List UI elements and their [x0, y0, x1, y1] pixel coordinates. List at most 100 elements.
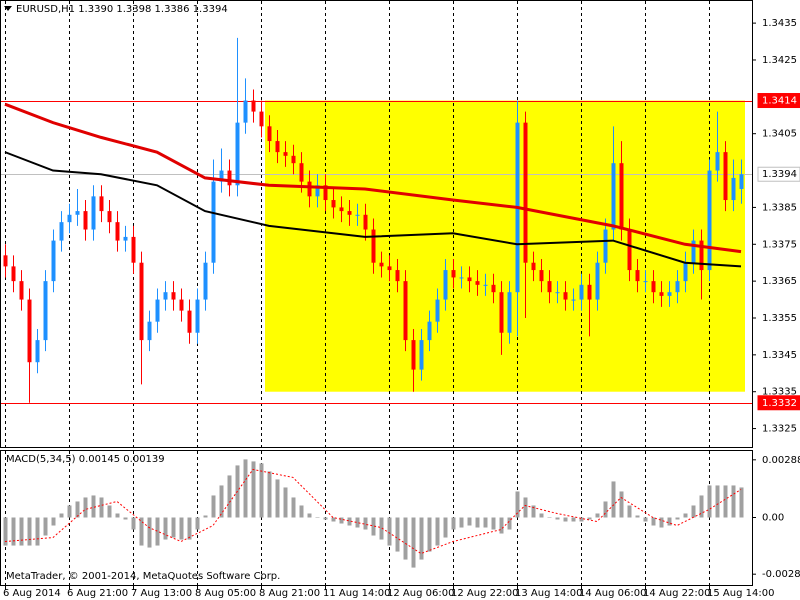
x-tick-label: 11 Aug 14:00	[323, 588, 390, 599]
candle-body	[443, 270, 448, 300]
candle-body	[123, 236, 128, 241]
candle-body	[635, 270, 640, 282]
candle-body	[491, 284, 496, 293]
macd-bar	[411, 517, 416, 568]
macd-bar	[323, 517, 328, 520]
macd-bar	[579, 517, 584, 522]
candle-body	[19, 281, 24, 300]
candle-body	[643, 281, 648, 283]
macd-bar	[91, 495, 96, 518]
candle-body	[35, 340, 40, 363]
macd-bar	[27, 517, 32, 546]
macd-bar	[331, 517, 336, 522]
macd-bar	[715, 485, 720, 518]
candle-body	[347, 211, 352, 215]
y-tick-label: 1.3405	[762, 129, 797, 140]
x-tick-label: 6 Aug 21:00	[67, 588, 128, 599]
macd-bar	[675, 517, 680, 520]
candle-body	[187, 310, 192, 333]
x-tick-label: 13 Aug 14:00	[515, 588, 582, 599]
candle-body	[603, 229, 608, 263]
y-tick-label: 1.3375	[762, 239, 797, 250]
candle-body	[147, 321, 152, 341]
macd-bar	[619, 491, 624, 518]
macd-bar	[203, 515, 208, 518]
macd-bar	[731, 485, 736, 518]
macd-bar	[515, 491, 520, 518]
macd-bar	[11, 517, 16, 546]
macd-bar	[643, 517, 648, 522]
macd-bar	[371, 517, 376, 536]
macd-bar	[19, 517, 24, 546]
y-tick-label: 0.00288	[762, 455, 800, 466]
macd-bar	[107, 505, 112, 518]
macd-bar	[723, 485, 728, 518]
macd-bar	[315, 517, 320, 518]
macd-bar	[67, 505, 72, 518]
candle-body	[155, 299, 160, 322]
macd-bar	[739, 487, 744, 518]
macd-bar	[51, 517, 56, 526]
candle-body	[291, 155, 296, 164]
macd-bar	[227, 475, 232, 518]
candle-body	[563, 292, 568, 300]
macd-bar	[667, 517, 672, 526]
candle-body	[555, 292, 560, 294]
candle-body	[267, 126, 272, 142]
macd-bar	[211, 495, 216, 518]
price-pane-border	[0, 0, 753, 448]
candle-body	[715, 152, 720, 171]
macd-bar	[563, 517, 568, 522]
chart-title: EURUSD,H1 1.3390 1.3398 1.3386 1.3394	[16, 4, 228, 15]
candle-body	[475, 281, 480, 285]
candle-body	[523, 122, 528, 263]
moving-average	[4, 151, 742, 268]
highlight-rectangle	[265, 100, 745, 392]
macd-bar	[507, 517, 512, 530]
macd-bar	[355, 517, 360, 528]
candle-body	[531, 262, 536, 271]
macd-bar	[75, 501, 80, 518]
x-tick-label: 6 Aug 2014	[3, 588, 61, 599]
macd-bar	[595, 513, 600, 518]
macd-bar	[259, 463, 264, 518]
macd-bar	[387, 517, 392, 546]
candle-body	[203, 262, 208, 300]
candle-body	[323, 185, 328, 201]
candle-body	[11, 266, 16, 282]
macd-bar	[195, 517, 200, 530]
macd-bar	[395, 517, 400, 552]
candle-body	[547, 281, 552, 293]
candle-body	[59, 222, 64, 241]
y-tick-label: -0.00283	[762, 569, 800, 580]
macd-bar	[555, 517, 560, 520]
candle-body	[259, 111, 264, 127]
candle-body	[371, 229, 376, 263]
macd-bar	[491, 517, 496, 530]
macd-bar	[139, 517, 144, 546]
macd-bar	[347, 517, 352, 526]
candle-body	[595, 262, 600, 300]
candle-body	[587, 284, 592, 300]
candle-body	[651, 281, 656, 293]
macd-bar	[651, 517, 656, 526]
y-tick-label: 1.3385	[762, 202, 797, 213]
macd-bar	[523, 497, 528, 518]
macd-bar	[363, 517, 368, 530]
x-tick-label: 15 Aug 14:00	[707, 588, 774, 599]
candle-body	[379, 262, 384, 267]
menu-arrow[interactable]	[4, 6, 12, 11]
candle-body	[483, 284, 488, 286]
macd-bar	[571, 517, 576, 522]
x-tick-label: 12 Aug 22:00	[451, 588, 518, 599]
macd-bar	[611, 481, 616, 518]
macd-bar	[59, 513, 64, 518]
price-label: 1.3394	[762, 169, 797, 180]
macd-bar	[435, 517, 440, 546]
candle-body	[699, 240, 704, 271]
macd-bar	[179, 517, 184, 540]
candle-body	[683, 262, 688, 282]
